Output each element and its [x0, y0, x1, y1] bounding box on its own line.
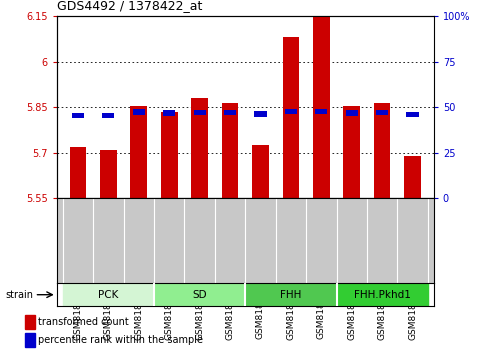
- Bar: [222, 103, 239, 198]
- Text: percentile rank within the sample: percentile rank within the sample: [38, 335, 204, 345]
- Bar: [285, 109, 297, 114]
- Text: FHH.Pkhd1: FHH.Pkhd1: [353, 290, 411, 300]
- Bar: [376, 110, 388, 115]
- Bar: [246, 283, 337, 306]
- Bar: [191, 98, 208, 198]
- Text: strain: strain: [5, 290, 33, 300]
- Bar: [194, 109, 206, 115]
- Text: transformed count: transformed count: [38, 317, 129, 327]
- Bar: [154, 283, 246, 306]
- Bar: [161, 112, 177, 198]
- Bar: [252, 145, 269, 198]
- Bar: [131, 105, 147, 198]
- Text: FHH: FHH: [280, 290, 302, 300]
- Text: SD: SD: [192, 290, 207, 300]
- Bar: [103, 113, 114, 118]
- Bar: [133, 109, 145, 115]
- Bar: [254, 111, 267, 116]
- Bar: [374, 103, 390, 198]
- Bar: [63, 283, 154, 306]
- Bar: [163, 110, 176, 116]
- Bar: [346, 110, 358, 116]
- Bar: [404, 156, 421, 198]
- Bar: [100, 150, 117, 198]
- Bar: [313, 16, 330, 198]
- Bar: [343, 105, 360, 198]
- Bar: [282, 37, 299, 198]
- Bar: [72, 113, 84, 118]
- Bar: [315, 109, 327, 114]
- Text: GDS4492 / 1378422_at: GDS4492 / 1378422_at: [57, 0, 202, 12]
- Text: PCK: PCK: [98, 290, 119, 300]
- Bar: [406, 112, 419, 117]
- Bar: [70, 147, 86, 198]
- Bar: [337, 283, 428, 306]
- Bar: [224, 109, 236, 115]
